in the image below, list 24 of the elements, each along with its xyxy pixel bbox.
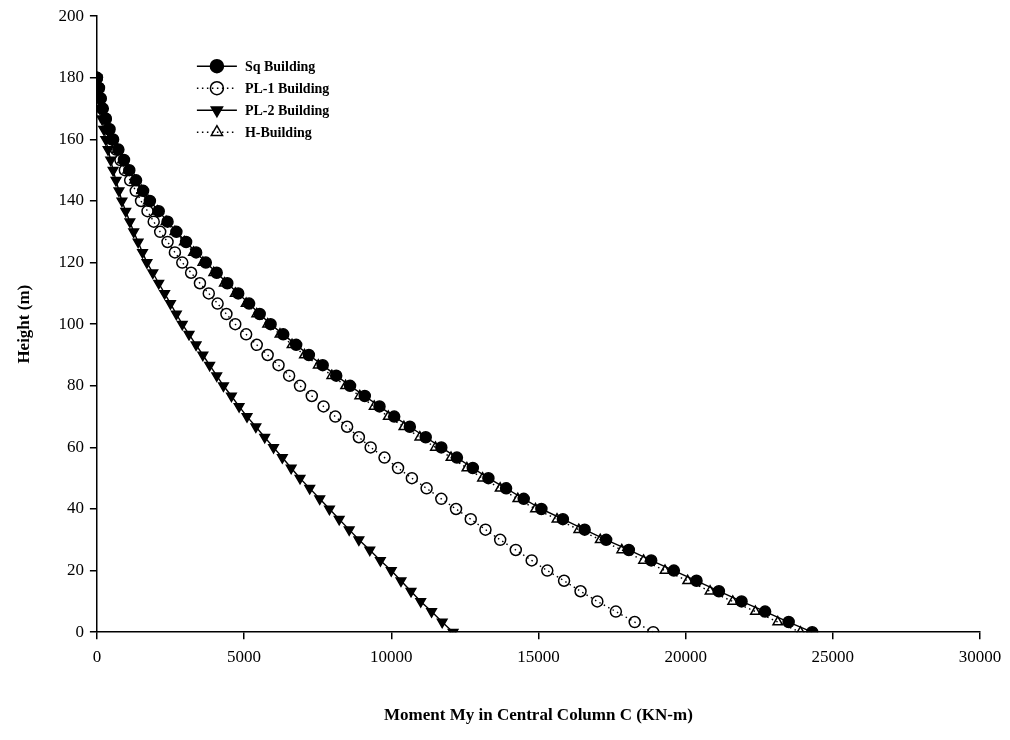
legend-label: Sq Building <box>244 58 316 74</box>
y-axis-title: Height (m) <box>13 284 33 364</box>
y-tick-label: 0 <box>75 621 84 641</box>
y-tick-label: 180 <box>58 67 84 87</box>
legend-label: PL-1 Building <box>244 80 330 96</box>
x-tick-label: 5000 <box>227 646 262 666</box>
x-tick-label: 20000 <box>664 646 707 666</box>
x-tick-label: 25000 <box>811 646 855 666</box>
x-axis-title: Moment My in Central Column C (KN-m) <box>384 705 693 725</box>
y-tick-label: 60 <box>66 436 84 456</box>
y-tick-label: 140 <box>58 190 84 210</box>
x-tick-label: 30000 <box>958 646 1002 666</box>
y-tick-label: 40 <box>66 498 84 518</box>
y-tick-label: 20 <box>66 560 84 580</box>
y-tick-label: 200 <box>58 5 84 25</box>
x-tick-label: 15000 <box>517 646 560 666</box>
y-tick-label: 80 <box>66 375 84 395</box>
legend-label: PL-2 Building <box>244 102 330 118</box>
y-tick-label: 100 <box>58 313 84 333</box>
x-tick-label: 10000 <box>370 646 413 666</box>
x-tick-label: 0 <box>92 646 102 666</box>
y-tick-label: 120 <box>58 252 84 272</box>
y-tick-label: 160 <box>58 128 84 148</box>
legend-label: H-Building <box>244 124 312 140</box>
